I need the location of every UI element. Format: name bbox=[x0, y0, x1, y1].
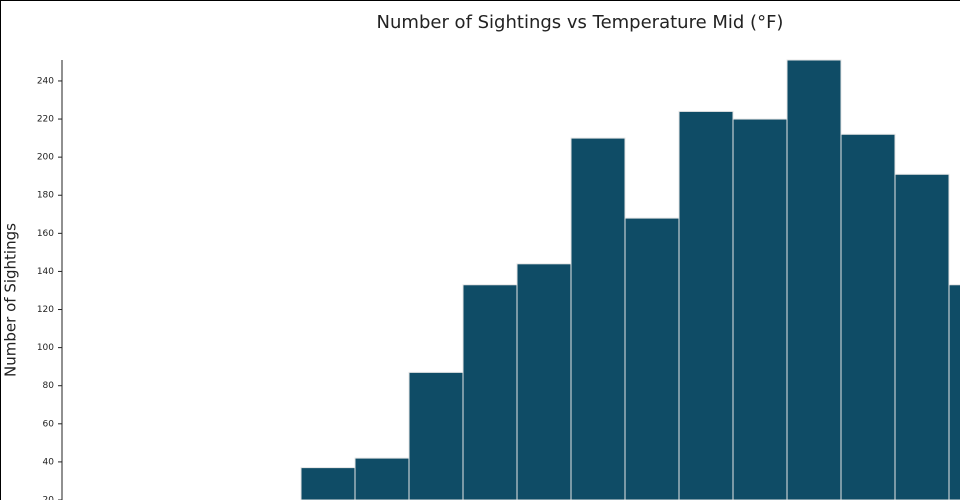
y-tick-label: 40 bbox=[43, 457, 55, 467]
bar bbox=[948, 284, 960, 500]
y-tick-label: 240 bbox=[37, 76, 54, 86]
y-axis-label: Number of Sightings bbox=[2, 223, 20, 377]
y-tick-label: 200 bbox=[37, 153, 54, 163]
bar bbox=[840, 133, 896, 500]
bar bbox=[786, 59, 842, 500]
y-tick-label: 80 bbox=[43, 381, 55, 391]
bar bbox=[516, 263, 572, 500]
bar bbox=[408, 371, 464, 500]
y-tick-label: 120 bbox=[37, 305, 54, 315]
y-tick-label: 220 bbox=[37, 115, 54, 125]
bar bbox=[462, 284, 518, 500]
y-tick-label: 140 bbox=[37, 267, 54, 277]
bar bbox=[894, 173, 950, 500]
bar bbox=[732, 118, 788, 500]
bar bbox=[570, 137, 626, 500]
y-tick-label: 20 bbox=[43, 496, 55, 500]
chart-title: Number of Sightings vs Temperature Mid (… bbox=[377, 12, 784, 33]
bar bbox=[354, 457, 410, 500]
y-tick-label: 160 bbox=[37, 229, 54, 239]
bar bbox=[624, 217, 680, 500]
bar bbox=[678, 110, 734, 500]
y-tick-label: 100 bbox=[37, 343, 54, 353]
y-tick-label: 180 bbox=[37, 191, 54, 201]
bar bbox=[300, 467, 356, 500]
y-tick-label: 60 bbox=[43, 419, 55, 429]
